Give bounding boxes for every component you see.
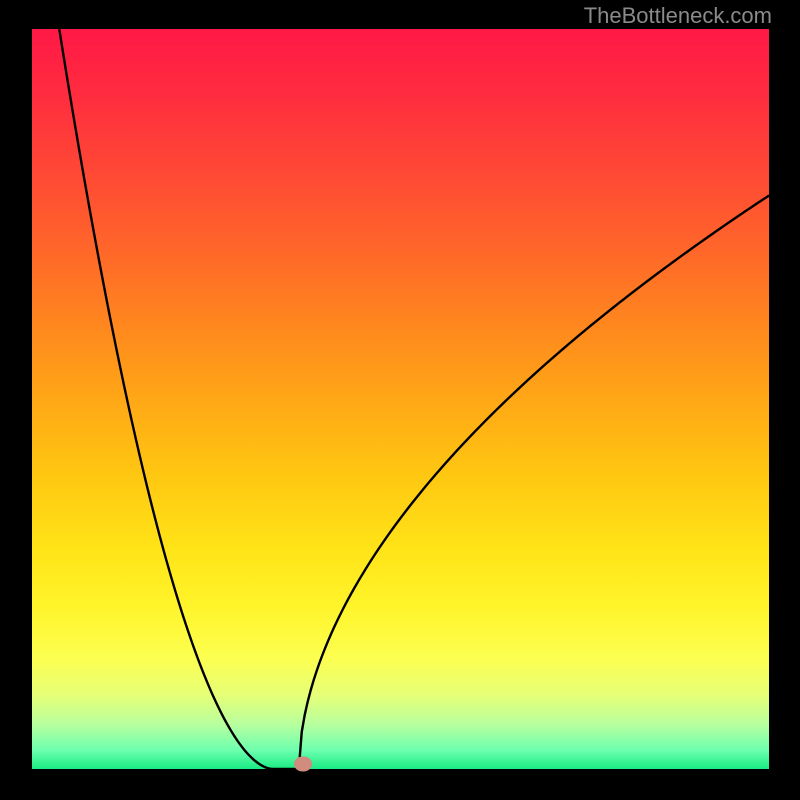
plot-area	[32, 29, 769, 769]
watermark-text: TheBottleneck.com	[584, 3, 772, 29]
chart-frame: TheBottleneck.com	[0, 0, 800, 800]
minimum-marker	[294, 757, 312, 772]
